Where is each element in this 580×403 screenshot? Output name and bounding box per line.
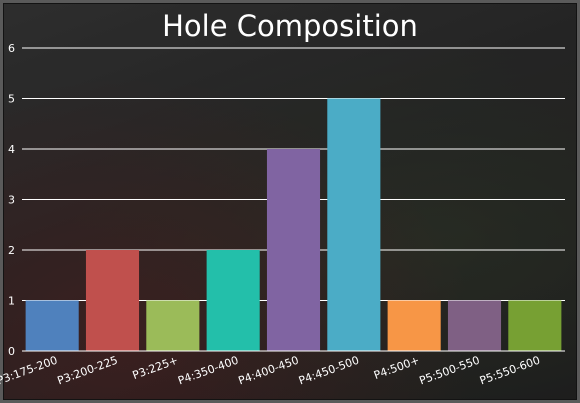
bars [25,98,562,351]
x-tick-label: P5:500-550 [418,354,482,388]
bar-p4-500- [387,300,441,351]
x-tick-label: P4:500+ [372,354,421,382]
y-tick-label: 3 [8,194,15,207]
bar-p4-400-450 [266,149,321,351]
chart-title: Hole Composition [162,9,418,43]
bar-p4-350-400 [206,250,260,351]
x-tick-label: P4:450-500 [297,354,361,388]
x-tick-label: P4:400-450 [237,354,301,388]
y-tick-label: 4 [8,143,15,156]
y-tick-label: 1 [8,295,15,308]
x-tick-label: P3:175-200 [0,354,59,388]
x-tick-label: P3:200-225 [56,354,120,388]
y-tick-label: 6 [8,42,15,55]
bar-p3-200-225 [85,250,140,351]
y-tick-label: 0 [8,345,15,358]
x-tick-label: P5:550-600 [478,354,542,388]
y-axis-ticks: 0 1 2 3 4 5 6 [8,42,15,358]
bar-p5-500-550 [447,300,502,351]
y-tick-label: 2 [8,244,15,257]
bar-p3-225- [146,300,200,351]
bar-p4-450-500 [327,98,381,351]
bar-p3-175-200 [25,300,79,351]
x-tick-label: P4:350-400 [176,354,240,388]
bar-p5-550-600 [508,300,562,351]
y-tick-label: 5 [8,93,15,106]
x-tick-label: P3:225+ [131,354,180,382]
